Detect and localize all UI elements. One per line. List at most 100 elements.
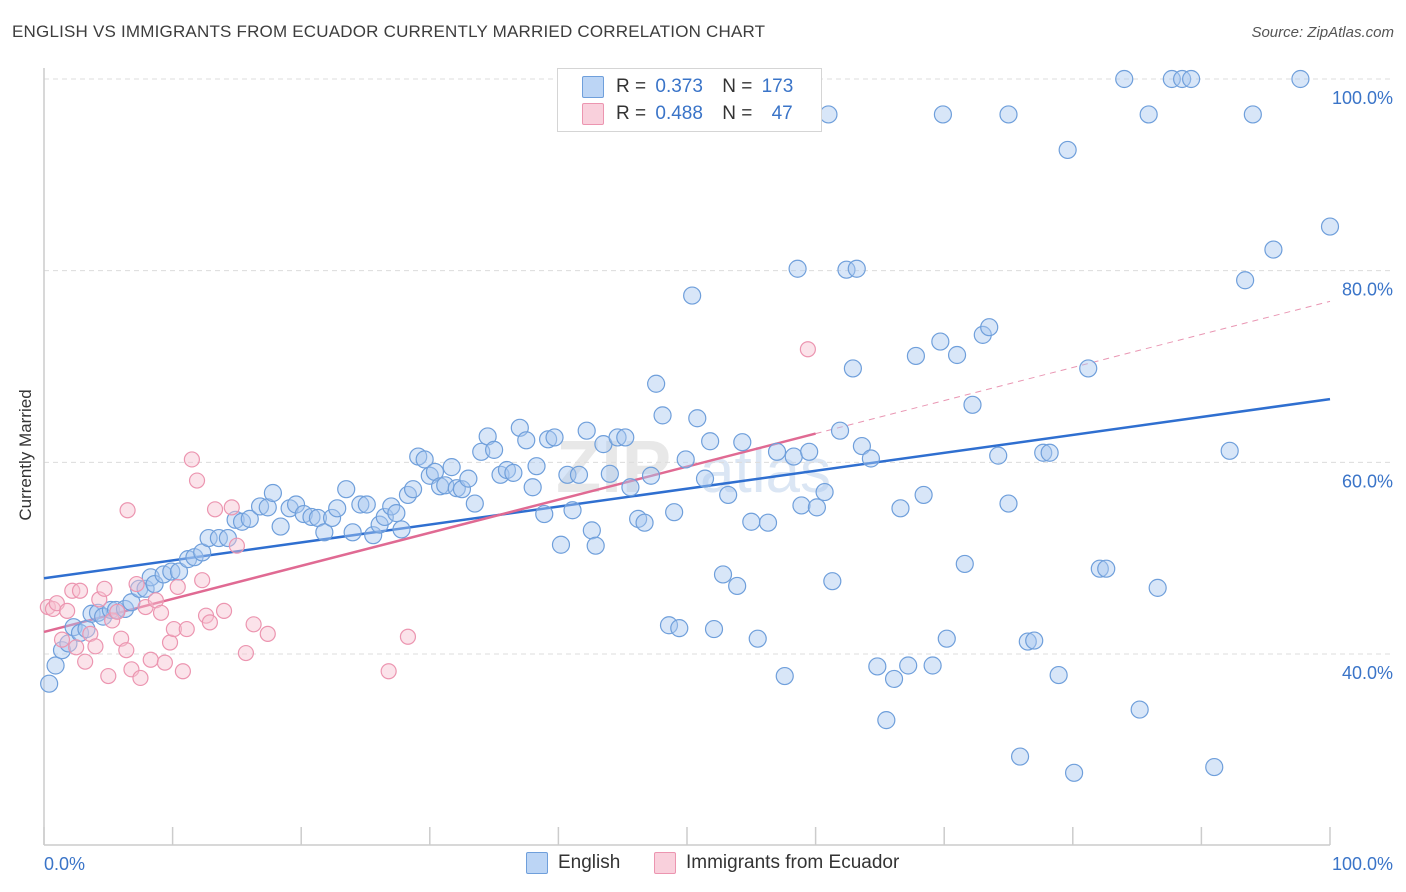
english-point <box>563 501 582 520</box>
english-point <box>392 520 411 539</box>
english-point <box>819 105 838 124</box>
english-point <box>504 463 523 482</box>
english-point <box>728 576 747 596</box>
english-point <box>999 494 1018 513</box>
english-point <box>923 656 942 675</box>
ecuador-point <box>245 616 262 633</box>
english-point <box>767 442 787 461</box>
y-tick-label: 80.0% <box>1342 280 1393 300</box>
ecuador-trend-line <box>43 432 816 634</box>
english-point <box>343 523 362 542</box>
english-point <box>748 629 767 648</box>
english-point <box>46 656 65 675</box>
ecuador-point <box>169 578 186 596</box>
english-point <box>701 432 720 451</box>
english-point <box>375 507 394 527</box>
english-point <box>1115 69 1134 89</box>
english-point <box>136 579 155 598</box>
ecuador-point <box>100 667 117 685</box>
ecuador-point <box>119 502 136 519</box>
ecuador-point <box>132 669 149 687</box>
english-point <box>758 513 778 532</box>
english-point <box>843 359 862 378</box>
legend-series-name: Immigrants from Ecuador <box>686 852 900 874</box>
english-point <box>683 286 702 305</box>
english-swatch <box>526 852 548 874</box>
x-tick-label-max: 100.0% <box>1332 854 1393 874</box>
english-point <box>403 480 423 499</box>
legend-r-label: R = <box>616 103 647 125</box>
ecuador-point <box>156 654 173 671</box>
ecuador-point <box>71 582 89 599</box>
ecuador-swatch <box>654 852 676 874</box>
english-point <box>1130 700 1149 719</box>
ecuador-point <box>188 472 206 489</box>
english-point <box>899 656 918 675</box>
ecuador-point <box>128 575 145 593</box>
legend-series-name: English <box>558 852 621 874</box>
english-swatch <box>582 76 604 98</box>
english-point <box>999 105 1018 124</box>
ecuador-point <box>59 602 76 619</box>
english-point <box>670 619 689 638</box>
english-point <box>963 395 982 414</box>
legend-row-ecuador: R = 0.488 N = 47 <box>582 103 793 127</box>
english-point <box>1064 763 1084 782</box>
english-point <box>688 409 707 428</box>
english-point <box>322 508 342 528</box>
legend-row-english: R = 0.373 N = 173 <box>582 76 793 100</box>
english-point <box>551 535 571 554</box>
english-point <box>807 498 826 517</box>
english-point <box>539 430 558 449</box>
english-point <box>586 536 605 555</box>
ecuador-point <box>161 634 179 651</box>
english-point <box>351 495 370 514</box>
english-point <box>861 449 880 468</box>
ecuador-point <box>152 604 170 621</box>
y-tick-labels: 40.0% 60.0% 80.0% 100.0% <box>1332 88 1393 683</box>
trend-lines <box>43 300 1331 634</box>
ecuador-point <box>165 620 182 638</box>
english-point <box>1034 443 1053 462</box>
english-point <box>442 458 461 477</box>
source-label: Source: ZipAtlas.com <box>1251 24 1394 41</box>
english-point <box>980 318 999 337</box>
ecuador-point <box>174 663 191 680</box>
ecuador-point <box>799 341 816 358</box>
english-point <box>608 428 627 447</box>
english-point <box>1182 69 1201 89</box>
legend-n-value: 47 <box>771 103 793 125</box>
legend-r-label: R = <box>616 76 647 98</box>
english-point <box>659 616 679 635</box>
legend-r-value: 0.373 <box>655 76 703 98</box>
english-point <box>452 480 472 499</box>
ecuador-point <box>194 572 211 589</box>
english-point <box>485 440 504 459</box>
english-point <box>465 494 484 513</box>
ecuador-swatch <box>582 103 604 125</box>
english-point <box>82 604 101 623</box>
english-point <box>1025 631 1044 650</box>
english-point <box>1018 632 1037 651</box>
english-point <box>914 485 933 505</box>
english-point <box>742 512 761 531</box>
english-point <box>621 478 640 497</box>
english-point <box>226 510 245 529</box>
english-point <box>600 464 619 483</box>
ecuador-point <box>53 631 71 648</box>
english-point <box>286 495 306 514</box>
english-point <box>877 711 896 730</box>
english-point <box>719 485 738 505</box>
english-point <box>830 421 850 440</box>
english-point <box>364 526 383 545</box>
ecuador-point <box>178 620 195 638</box>
english-point <box>955 554 974 574</box>
english-point <box>792 496 811 515</box>
english-point <box>1320 217 1340 236</box>
english-point <box>933 105 953 124</box>
series-legend: English Immigrants from Ecuador <box>0 852 1406 878</box>
english-point <box>989 446 1008 465</box>
english-point <box>931 332 950 351</box>
english-point <box>884 669 904 689</box>
